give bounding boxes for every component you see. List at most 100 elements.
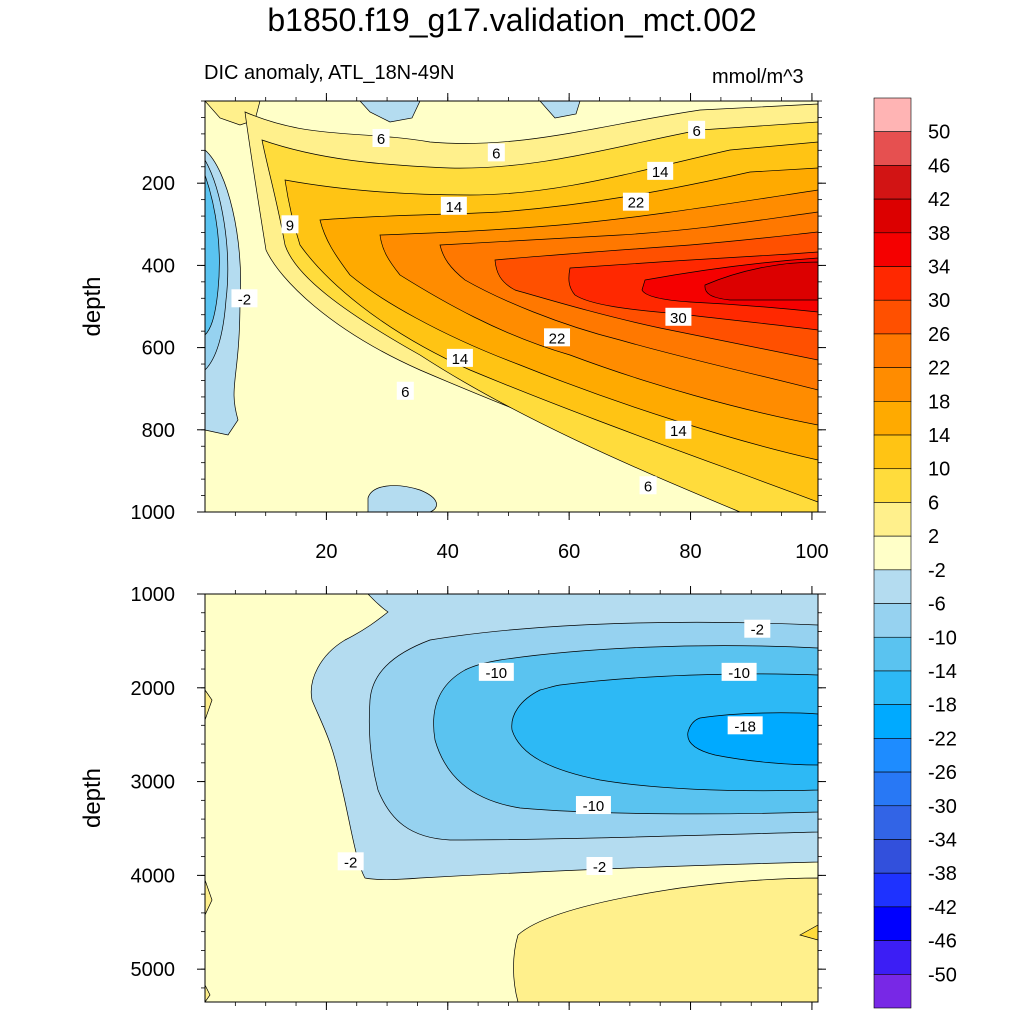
colorbar-label: -18	[928, 695, 957, 717]
y-tick-label: 400	[142, 255, 175, 277]
svg-text:-10: -10	[728, 665, 750, 682]
svg-text:-2: -2	[238, 291, 251, 308]
y-tick-label: 1000	[131, 502, 176, 524]
colorbar-label: 30	[928, 290, 950, 312]
y-axis-label: depth	[79, 276, 106, 336]
svg-text:30: 30	[670, 310, 687, 327]
svg-text:-2: -2	[344, 854, 357, 871]
contour-label: -10	[721, 662, 757, 682]
colorbar-swatch	[873, 468, 912, 503]
svg-text:6: 6	[377, 131, 385, 148]
contour-label: -2	[231, 289, 258, 308]
colorbar-swatch	[873, 266, 912, 301]
colorbar-label: -34	[928, 829, 957, 851]
y-tick-label: 3000	[131, 772, 176, 794]
contour-label: 22	[544, 328, 571, 347]
colorbar-label: 50	[928, 122, 950, 144]
colorbar-swatch	[873, 131, 912, 166]
lower-axes: 1000 2000 3000 4000 5000 depth	[79, 584, 826, 1010]
colorbar-label: 10	[928, 459, 950, 481]
contour-label: 6	[372, 128, 390, 148]
colorbar-swatch	[873, 569, 912, 604]
contour-label: -10	[478, 662, 514, 682]
colorbar-label: 42	[928, 189, 950, 211]
svg-text:14: 14	[445, 199, 462, 216]
colorbar-label: 38	[928, 223, 950, 245]
colorbar-label: -50	[928, 964, 957, 986]
svg-text:-10: -10	[583, 798, 605, 815]
x-tick-label: 100	[795, 541, 828, 563]
y-tick-label: 800	[142, 420, 175, 442]
contour-label: -2	[744, 619, 771, 639]
colorbar-swatch	[873, 771, 912, 807]
colorbar-label: 14	[928, 425, 950, 447]
contour-label: 30	[665, 307, 692, 327]
lower-contour-panel	[205, 594, 818, 1002]
svg-text:-18: -18	[734, 718, 756, 735]
colorbar-swatch	[873, 367, 912, 402]
colorbar-label: -46	[928, 931, 957, 953]
svg-text:-10: -10	[485, 665, 507, 682]
colorbar-label: -14	[928, 661, 957, 683]
colorbar-swatch	[873, 165, 912, 200]
svg-text:-2: -2	[751, 622, 764, 639]
colorbar-swatch	[873, 401, 912, 436]
colorbar-swatch	[873, 805, 912, 840]
y-tick-label: 2000	[131, 678, 176, 700]
colorbar-label: 26	[928, 324, 950, 346]
x-tick-label: 20	[315, 541, 337, 563]
svg-text:14: 14	[452, 351, 469, 368]
colorbar-label: 6	[928, 492, 939, 514]
y-tick-label: 200	[142, 173, 175, 195]
y-tick-label: 1000	[131, 584, 176, 606]
upper-contour-labels: 6 6 6 14 14 22 9 -2 14 22 30 6 14 6	[231, 120, 706, 495]
svg-text:22: 22	[628, 195, 645, 212]
colorbar-label: 18	[928, 391, 950, 413]
upper-plot-frame	[204, 100, 819, 513]
y-tick-label: 600	[142, 338, 175, 360]
colorbar-swatch	[873, 299, 912, 335]
contour-label: 14	[665, 420, 692, 440]
svg-text:6: 6	[401, 384, 409, 401]
y-axis-label: depth	[79, 768, 106, 828]
colorbar-swatch	[873, 232, 912, 267]
contour-label: 22	[622, 192, 649, 212]
colorbar-swatch	[873, 333, 912, 368]
lower-plot-frame	[204, 593, 819, 1003]
x-tick-label: 60	[558, 541, 580, 563]
svg-text:14: 14	[670, 423, 687, 440]
lower-contour-labels: -2 -10 -10 -18 -10 -2 -2	[337, 619, 771, 876]
colorbar-label: -30	[928, 796, 957, 818]
contour-label: -18	[727, 716, 763, 735]
colorbar-swatch	[873, 940, 912, 975]
contour-label: -2	[586, 857, 613, 876]
x-tick-label: 80	[679, 541, 701, 563]
upper-contour-panel	[205, 101, 818, 512]
colorbar-label: -10	[928, 627, 957, 649]
colorbar-label: 34	[928, 257, 950, 279]
x-tick-label: 40	[437, 541, 459, 563]
colorbar-swatch	[873, 704, 912, 739]
colorbar-swatch	[873, 434, 912, 470]
contour-label: -2	[337, 852, 364, 871]
colorbar-swatch	[873, 535, 912, 571]
colorbar-swatch	[873, 198, 912, 234]
svg-text:14: 14	[652, 164, 669, 181]
svg-text:9: 9	[286, 217, 294, 234]
colorbar-swatch	[873, 872, 912, 908]
y-tick-label: 4000	[131, 865, 176, 887]
chart-title: b1850.f19_g17.validation_mct.002	[267, 2, 757, 38]
colorbar: 50 46 42 38 34 30 26 22 18 14 10 6 2 -2 -6 -10 -14 -18 -22…	[873, 97, 957, 1009]
colorbar-swatch	[873, 502, 912, 537]
colorbar-label: -26	[928, 762, 957, 784]
contour-label: 14	[440, 196, 467, 216]
contour-label: 14	[647, 161, 674, 181]
colorbar-swatch	[873, 636, 912, 672]
colorbar-label: -2	[928, 560, 946, 582]
contour-label: 6	[688, 120, 706, 140]
colorbar-swatch	[873, 738, 912, 773]
y-tick-label: 5000	[131, 959, 176, 981]
contour-label: -10	[575, 796, 611, 815]
svg-text:22: 22	[549, 330, 566, 347]
